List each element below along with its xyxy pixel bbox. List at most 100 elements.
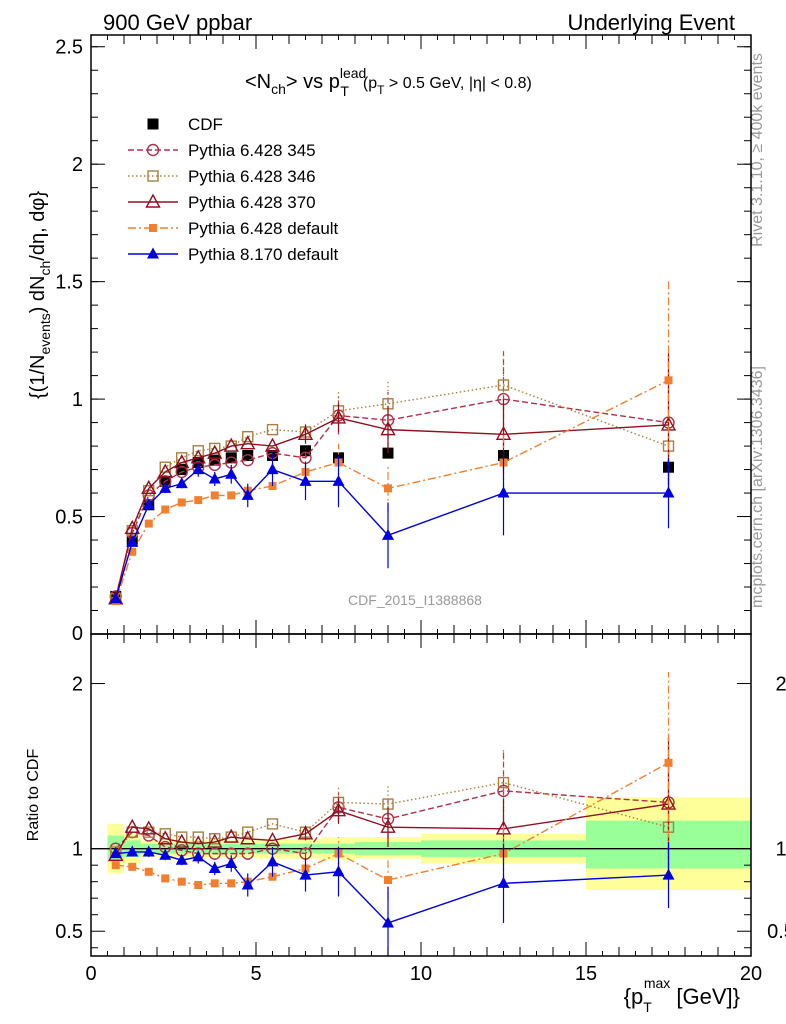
ratio-data-point xyxy=(194,880,203,889)
top-data-point xyxy=(207,444,223,459)
ratio-data-point xyxy=(192,850,205,862)
top-data-point xyxy=(242,430,254,443)
ratio-y-tick-label-left: 1 xyxy=(72,839,83,861)
top-data-point xyxy=(297,425,314,441)
top-data-point xyxy=(109,592,122,604)
ratio-y-tick-label-left: 2 xyxy=(72,674,83,696)
ratio-data-point xyxy=(266,855,279,867)
top-data-point xyxy=(126,535,139,547)
top-data-point xyxy=(223,437,239,452)
top-panel-y-tick-label: 2 xyxy=(72,154,83,176)
ratio-data-point xyxy=(142,845,155,857)
top-data-point xyxy=(157,463,173,478)
ratio-y-tick-label-left: 0.5 xyxy=(55,921,83,943)
top-series-line xyxy=(115,379,669,602)
top-data-point xyxy=(225,467,238,479)
x-tick-label: 15 xyxy=(575,963,597,985)
ratio-data-point xyxy=(227,879,236,888)
top-data-point xyxy=(225,452,237,464)
legend-marker xyxy=(146,143,160,157)
ratio-data-point xyxy=(330,802,347,817)
ratio-data-point xyxy=(495,820,512,835)
top-panel-title: <Nch> vs plead T (pT > 0.5 GeV, |η| < 0.8) xyxy=(245,65,532,99)
ratio-series-4 xyxy=(109,842,675,956)
x-tick-label: 5 xyxy=(250,963,261,985)
top-data-point xyxy=(266,423,279,436)
ratio-data-point xyxy=(266,818,279,830)
ratio-data-point xyxy=(175,853,188,865)
ratio-data-point xyxy=(157,830,173,845)
ratio-panel-frame xyxy=(90,633,752,957)
top-data-point xyxy=(159,481,172,493)
top-data-point xyxy=(497,379,510,391)
ratio-data-point xyxy=(297,825,314,840)
top-data-point xyxy=(662,486,675,498)
ratio-data-point xyxy=(174,833,190,848)
top-series-5 xyxy=(109,450,675,604)
top-data-point xyxy=(242,449,254,461)
ratio-data-point xyxy=(497,776,510,789)
ratio-data-point xyxy=(126,845,139,857)
ratio-data-point xyxy=(264,831,281,847)
legend-marker xyxy=(145,193,161,208)
top-data-point xyxy=(300,445,311,457)
top-data-point xyxy=(144,519,153,528)
legend-marker xyxy=(147,170,159,182)
ratio-data-point xyxy=(208,861,221,873)
top-data-point xyxy=(382,528,394,540)
ratio-data-point xyxy=(128,862,137,871)
top-data-point xyxy=(174,454,190,469)
ratio-data-point xyxy=(208,847,221,860)
legend-entry: Pythia 6.428 370 xyxy=(128,193,316,212)
top-data-point xyxy=(241,453,254,467)
top-series-0 xyxy=(110,445,674,602)
legend: CDF Pythia 6.428 345 Pythia 6.428 346 Pythi… xyxy=(128,115,339,264)
top-data-point xyxy=(128,547,137,556)
legend-label: Pythia 8.170 default xyxy=(188,245,339,264)
ratio-data-point xyxy=(664,758,673,767)
ratio-data-point xyxy=(210,879,219,888)
top-data-point xyxy=(664,376,673,385)
legend-label: Pythia 6.428 346 xyxy=(188,167,316,186)
ratio-y-tick-label-right: 2 xyxy=(775,674,786,696)
ratio-y-axis-label: Ratio to CDF xyxy=(25,749,42,842)
mcplots-side-text: mcplots.cern.ch [arXiv:1306.3436] xyxy=(749,366,766,608)
rivet-side-text: Rivet 3.1.10, ≥ 400k events xyxy=(749,53,766,247)
header-right: Underlying Event xyxy=(567,10,735,35)
top-data-point xyxy=(124,519,140,534)
top-data-point xyxy=(208,472,221,484)
x-tick-label: 20 xyxy=(740,963,762,985)
ratio-data-point xyxy=(380,818,396,833)
legend-entry: CDF xyxy=(147,115,223,134)
top-data-point xyxy=(330,409,347,424)
ratio-y-tick-label-right: 0.5 xyxy=(767,921,786,943)
x-tick-label: 10 xyxy=(410,963,432,985)
legend-label: Pythia 6.428 370 xyxy=(188,193,316,212)
top-data-point xyxy=(266,463,279,475)
ratio-data-point xyxy=(241,878,254,890)
top-series-line xyxy=(115,417,669,599)
top-series-2 xyxy=(110,349,675,605)
ratio-data-point xyxy=(225,857,238,869)
ratio-data-point xyxy=(144,867,153,876)
top-series-4 xyxy=(111,279,673,606)
top-data-point xyxy=(177,498,186,507)
legend-marker xyxy=(149,224,157,232)
legend-marker xyxy=(147,118,159,130)
ratio-data-point xyxy=(299,868,312,880)
ratio-data-point xyxy=(109,847,122,859)
ratio-data-point xyxy=(497,876,510,888)
ratio-data-point xyxy=(382,916,394,928)
top-data-point xyxy=(209,454,221,466)
ratio-data-point xyxy=(662,868,675,880)
ratio-data-point xyxy=(384,876,392,885)
ratio-y-tick-label-right: 1 xyxy=(775,839,786,861)
ratio-data-point xyxy=(177,877,186,886)
top-data-point xyxy=(176,464,188,476)
legend-entry: Pythia 6.428 346 xyxy=(128,167,316,186)
top-panel-y-tick-label: 1.5 xyxy=(55,272,83,294)
ratio-data-point xyxy=(141,820,157,835)
top-data-point xyxy=(192,445,204,457)
top-series-line xyxy=(115,468,669,599)
